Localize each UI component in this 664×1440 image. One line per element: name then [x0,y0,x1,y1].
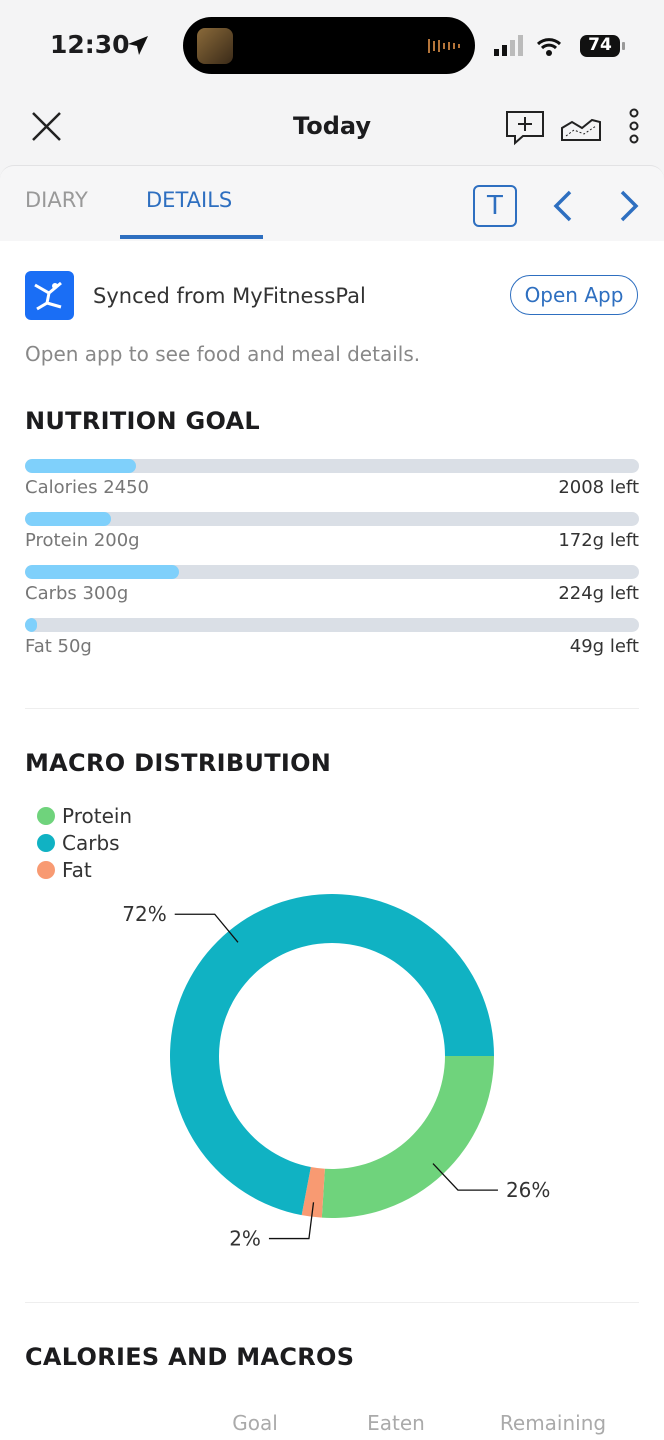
header-actions[interactable] [504,108,644,148]
progress-fill [25,565,179,579]
goal-label: Carbs 300g [25,583,129,604]
value-label: 26% [506,1178,550,1202]
goal-left: 172g left [558,530,639,551]
divider [25,1302,639,1303]
tab-bar [0,165,664,241]
leader-line [268,1202,315,1240]
legend-label: Carbs [62,831,120,855]
goal-left: 2008 left [558,477,639,498]
legend-label: Fat [62,858,92,882]
donut-slice [301,1166,325,1218]
progress-fill [25,512,111,526]
column-header: Eaten [367,1411,425,1435]
progress-track [25,459,639,473]
section-title: MACRO DISTRIBUTION [25,749,332,777]
progress-fill [25,618,38,632]
leader-line [432,1163,498,1191]
legend-swatch [37,807,55,825]
status-icons [494,35,625,57]
format-button[interactable]: T [473,185,517,227]
sync-title: Synced from MyFitnessPal [93,284,366,308]
column-header: Remaining [499,1411,607,1435]
tab[interactable]: DETAILS [146,188,233,212]
progress-track [25,565,639,579]
progress-fill [25,459,136,473]
tab[interactable]: DIARY [25,188,88,212]
donut-slice [321,1056,494,1218]
goal-label: Fat 50g [25,636,92,657]
audio-wave [428,39,460,53]
header-title: Today [293,112,371,140]
goal-label: Protein 200g [25,530,140,551]
divider [25,708,639,709]
legend-swatch [37,861,55,879]
close-button[interactable] [30,110,64,144]
legend-label: Protein [62,804,132,828]
donut-slice [170,894,494,1216]
leader-line [174,913,239,943]
album-art [197,28,233,64]
battery-level: 74 [588,35,612,55]
goal-left: 49g left [569,636,639,657]
open-app-button[interactable]: Open App [510,275,638,315]
legend-swatch [37,834,55,852]
dynamic-island [183,17,475,74]
macro-chart: Protein Carbs Fat 26% 2% 72% [37,804,550,1251]
location-icon [128,36,148,55]
column-header: Goal [232,1411,278,1435]
tab-underline [120,235,263,239]
date-nav[interactable] [550,188,640,224]
clock: 12:30 [50,30,130,59]
progress-track [25,512,639,526]
goal-label: Calories 2450 [25,477,149,498]
section-title: NUTRITION GOAL [25,407,261,435]
value-label: 2% [229,1227,261,1251]
value-label: 72% [122,902,166,926]
sync-note: Open app to see food and meal details. [25,342,421,366]
mfp-icon [25,271,74,320]
goal-left: 224g left [558,583,639,604]
section-title: CALORIES AND MACROS [25,1343,355,1371]
progress-track [25,618,639,632]
